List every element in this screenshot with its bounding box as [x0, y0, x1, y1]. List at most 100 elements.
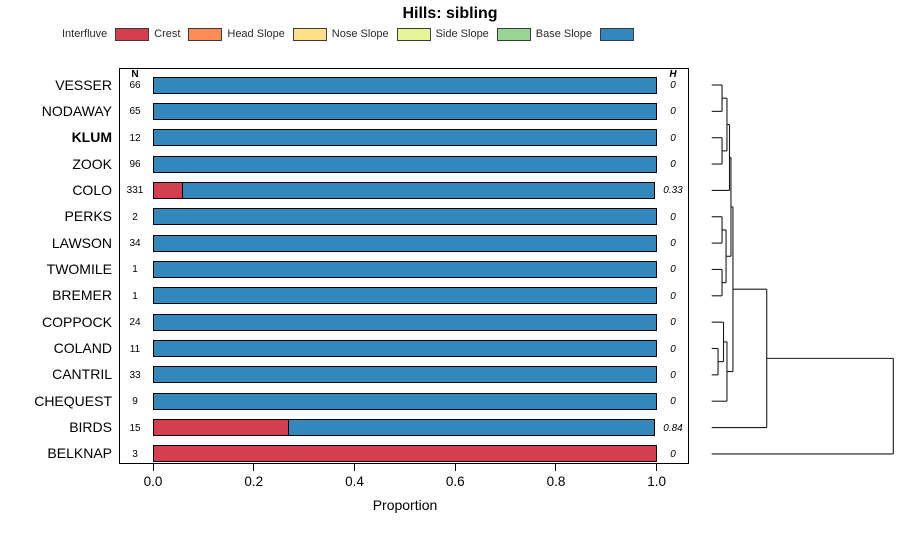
- bar-row: [153, 313, 657, 331]
- legend-swatch: [115, 27, 150, 41]
- bar-row: [153, 129, 657, 147]
- axis-tick: [454, 464, 456, 471]
- n-value: 12: [129, 132, 141, 144]
- row-label: TWOMILE: [46, 260, 112, 277]
- h-value: 0: [670, 264, 676, 276]
- row-label: NODAWAY: [41, 102, 112, 119]
- bar-row: [153, 445, 657, 463]
- bar-segment: [287, 419, 656, 437]
- row-label: CANTRIL: [52, 366, 112, 383]
- bar-row: [153, 419, 656, 437]
- legend-label: Crest: [154, 28, 181, 40]
- bar-segment: [181, 181, 656, 199]
- n-value: 1: [132, 290, 138, 302]
- axis-tick-label: 0.6: [445, 474, 465, 489]
- n-value: 24: [129, 317, 141, 329]
- axis-tick: [253, 464, 255, 471]
- n-value: 3: [132, 448, 138, 460]
- bar-row: [153, 208, 657, 226]
- row-label: KLUM: [71, 129, 112, 146]
- n-value: 11: [129, 343, 141, 355]
- n-value: 9: [132, 396, 138, 408]
- h-value: 0: [670, 343, 676, 355]
- h-column-header: H: [669, 69, 677, 80]
- h-value: 0: [670, 211, 676, 223]
- bar-segment: [153, 208, 657, 226]
- h-value: 0: [670, 238, 676, 250]
- row-label: BREMER: [52, 287, 112, 304]
- axis-tick-label: 0.2: [244, 474, 264, 489]
- row-label: VESSER: [55, 76, 112, 93]
- n-value: 96: [129, 159, 141, 171]
- legend-swatch: [496, 27, 531, 41]
- bar-segment: [153, 287, 657, 305]
- h-value: 0: [670, 448, 676, 460]
- legend-label: Interfluve: [62, 28, 108, 40]
- n-value: 2: [132, 211, 138, 223]
- axis-tick-label: 1.0: [647, 474, 667, 489]
- axis-tick-label: 0.0: [143, 474, 163, 489]
- h-value: 0: [670, 132, 676, 144]
- n-value: 331: [126, 185, 144, 197]
- bar-row: [153, 260, 657, 278]
- bar-segment: [153, 445, 657, 463]
- bar-row: [153, 155, 657, 173]
- bar-segment: [153, 129, 657, 147]
- h-value: 0: [670, 369, 676, 381]
- h-value: 0: [670, 396, 676, 408]
- bar-row: [153, 287, 657, 305]
- legend-swatch: [600, 27, 634, 41]
- h-value: 0: [670, 290, 676, 302]
- axis-tick-label: 0.4: [345, 474, 364, 489]
- bar-row: [153, 392, 657, 410]
- bar-segment: [153, 76, 657, 94]
- legend-item: Head Slope: [227, 27, 327, 41]
- legend-item: Crest: [154, 27, 223, 41]
- legend-swatch: [292, 27, 327, 41]
- row-label: COLAND: [53, 340, 112, 356]
- x-axis-label: Proportion: [372, 497, 438, 513]
- row-label: ZOOK: [72, 155, 112, 172]
- n-value: 15: [129, 422, 141, 434]
- h-value: 0: [670, 317, 676, 329]
- axis-tick-label: 0.8: [546, 474, 566, 489]
- bar-segment: [153, 366, 657, 384]
- h-value: 0.84: [663, 422, 683, 434]
- bar-row: [153, 76, 657, 94]
- n-value: 33: [129, 369, 141, 381]
- bar-row: [153, 234, 657, 252]
- h-value: 0.33: [663, 185, 683, 197]
- bar-row: [153, 102, 657, 120]
- legend-item: Side Slope: [436, 27, 531, 41]
- axis-tick: [555, 464, 557, 471]
- bar-segment: [153, 340, 657, 357]
- axis-tick: [353, 464, 355, 471]
- legend: Interfluve Crest Head Slope Nose Slope Side …: [62, 26, 634, 42]
- n-value: 66: [129, 80, 141, 91]
- bar-segment: [153, 155, 657, 173]
- bar-segment: [153, 234, 657, 252]
- legend-label: Nose Slope: [331, 28, 389, 40]
- axis-tick: [152, 464, 154, 471]
- bar-segment: [153, 260, 657, 278]
- legend-item: Interfluve: [62, 27, 150, 41]
- row-label: PERKS: [64, 208, 112, 225]
- h-value: 0: [670, 80, 676, 91]
- row-label: COPPOCK: [41, 313, 112, 330]
- n-value: 34: [129, 238, 141, 250]
- h-value: 0: [670, 159, 676, 171]
- n-value: 1: [132, 264, 138, 276]
- bar-segment: [153, 102, 657, 120]
- axis-tick: [656, 464, 658, 471]
- row-label: BELKNAP: [47, 445, 112, 462]
- legend-label: Head Slope: [227, 28, 285, 40]
- row-label: CHEQUEST: [34, 392, 112, 409]
- n-column-header: N: [131, 69, 139, 80]
- row-label: COLO: [72, 181, 112, 198]
- h-value: 0: [670, 106, 676, 118]
- legend-item: Base Slope: [536, 27, 634, 41]
- row-label: BIRDS: [69, 419, 112, 436]
- legend-item: Nose Slope: [331, 27, 431, 41]
